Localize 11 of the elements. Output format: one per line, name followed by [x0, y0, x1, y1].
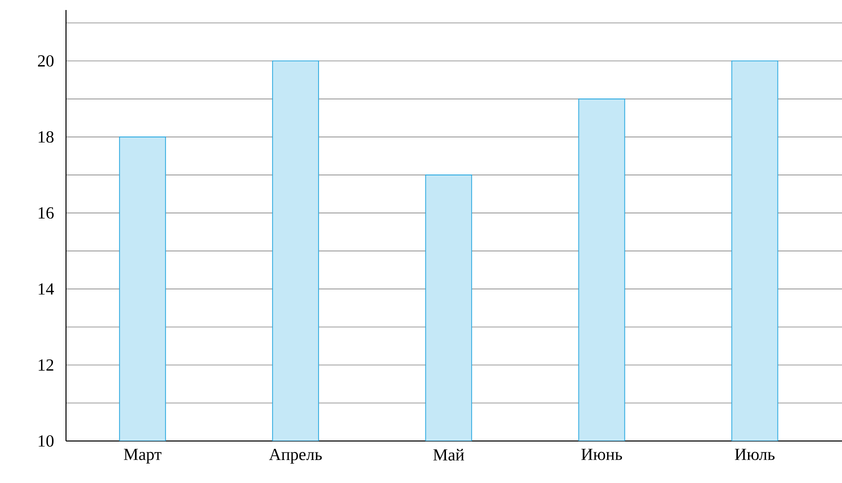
x-tick-label: Июль — [734, 448, 775, 460]
y-tick-label: 16 — [38, 207, 54, 219]
x-tick-label: Март — [124, 448, 162, 464]
y-tick-label: 18 — [38, 131, 54, 143]
y-tick-label: 14 — [38, 283, 54, 295]
x-tick-label: Июнь — [581, 448, 622, 460]
y-tick-label: 10 — [38, 435, 54, 447]
y-tick-label: 12 — [38, 359, 54, 371]
x-tick-label: Апрель — [269, 448, 322, 464]
y-tick-label: 20 — [38, 55, 54, 67]
x-tick-label: Май — [433, 448, 464, 461]
